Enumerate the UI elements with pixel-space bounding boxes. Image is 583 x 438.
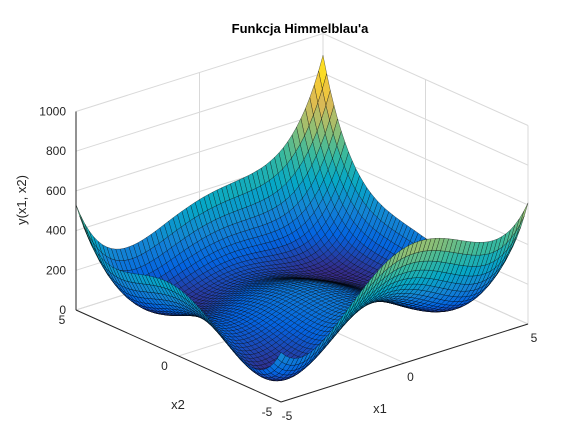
z-tick-label: 200 (46, 263, 66, 277)
z-axis-label: y(x1, x2) (14, 175, 29, 225)
axes-frame (75, 111, 529, 403)
x-axis-line (280, 323, 529, 403)
y-axis-line (75, 309, 282, 403)
x-tick-label: 0 (407, 370, 414, 384)
z-tick-label: 400 (46, 224, 66, 238)
x-tick-label: -5 (282, 409, 293, 423)
z-tick-label: 1000 (39, 105, 66, 119)
y-tick-label: -5 (262, 405, 273, 419)
z-tick-label: 0 (59, 303, 66, 317)
chart-title: Funkcja Himmelblau'a (232, 21, 370, 36)
surface-patch (519, 202, 529, 225)
z-tick-label: 600 (46, 184, 66, 198)
surface-patch (80, 215, 89, 236)
x-axis-label: x1 (373, 401, 387, 416)
surface-mesh (75, 55, 529, 382)
surface-patch (277, 352, 286, 363)
y-tick-label: 5 (59, 313, 66, 327)
y-tick-label: 0 (161, 359, 168, 373)
z-tick-label: 800 (46, 144, 66, 158)
x-tick-label: 5 (531, 331, 538, 345)
y-axis-label: x2 (171, 397, 185, 412)
